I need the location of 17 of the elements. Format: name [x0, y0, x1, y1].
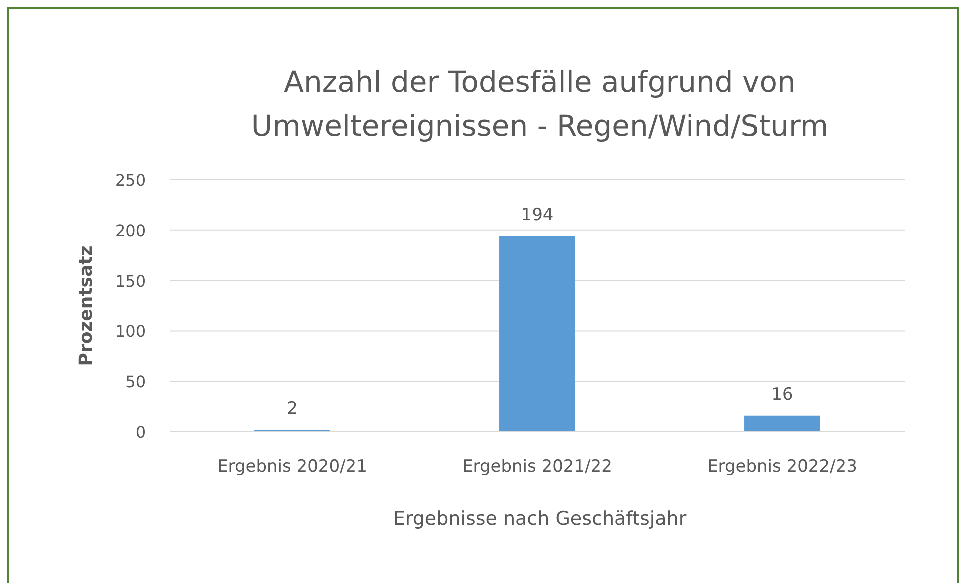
x-tick-label: Ergebnis 2020/21: [218, 457, 368, 477]
chart-title: Anzahl der Todesfälle aufgrund von Umweltereignissen - Regen/Wind/Sturm: [251, 65, 829, 143]
x-tick-label: Ergebnis 2022/23: [708, 457, 858, 477]
y-tick-label: 200: [115, 221, 146, 240]
y-tick-label: 250: [115, 171, 146, 190]
y-tick-label: 150: [115, 272, 146, 291]
data-label: 2: [287, 398, 298, 419]
data-label: 194: [521, 205, 554, 226]
bar: [744, 416, 820, 432]
y-axis-title: Prozentsatz: [76, 246, 97, 366]
data-label: 16: [772, 384, 794, 405]
y-tick-label: 100: [115, 322, 146, 342]
y-tick-label: 50: [126, 372, 146, 392]
bar: [500, 236, 576, 432]
y-tick-label: 0: [136, 423, 146, 442]
x-tick-label: Ergebnis 2021/22: [462, 457, 612, 477]
x-axis-title: Ergebnisse nach Geschäftsjahr: [393, 508, 687, 530]
